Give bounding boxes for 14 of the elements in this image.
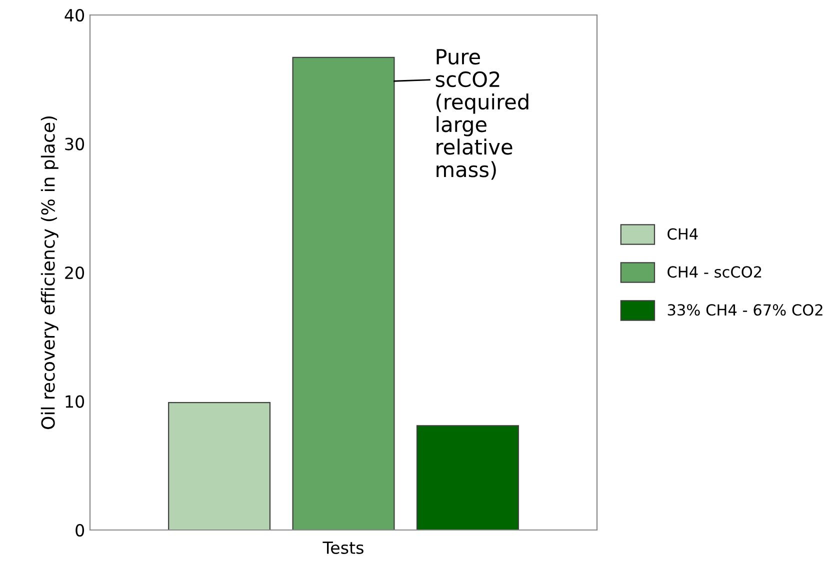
bar [292, 56, 395, 530]
y-axis-title: Oil recovery efficiency (% in place) [40, 116, 58, 430]
bar [168, 402, 271, 530]
y-tick-label: 20 [65, 266, 84, 280]
y-tick-label: 0 [76, 524, 84, 537]
bar [416, 425, 519, 530]
y-tick-label: 10 [66, 395, 84, 408]
x-tick-label: Tests [322, 542, 364, 554]
legend-label: CH4 - scCO2 [668, 266, 762, 278]
y-tick-label: 40 [64, 8, 84, 22]
legend-label: CH4 [668, 228, 698, 240]
annotation: Pure scCO2 (required large relative mass) [436, 49, 528, 180]
y-tick-label: 30 [65, 138, 84, 150]
legend-label: 33% CH4 - 67% CO2 [668, 304, 822, 316]
